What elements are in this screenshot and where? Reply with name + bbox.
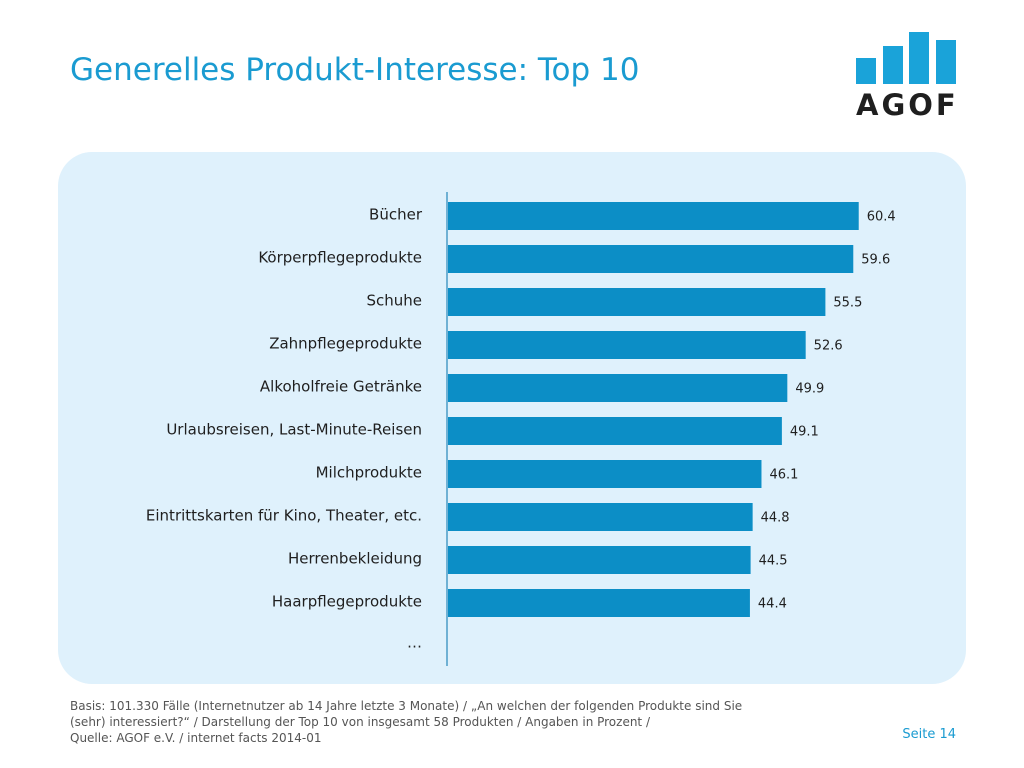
category-label: Alkoholfreie Getränke xyxy=(260,378,422,396)
value-label: 55.5 xyxy=(833,296,862,311)
category-label: Zahnpflegeprodukte xyxy=(269,335,422,353)
value-label: 44.5 xyxy=(759,554,788,569)
logo-bar xyxy=(936,40,956,84)
value-label: 60.4 xyxy=(867,210,896,225)
bar xyxy=(448,546,751,574)
page-number: Seite 14 xyxy=(902,727,956,742)
logo-bar xyxy=(856,58,876,84)
logo-text: AGOF xyxy=(856,88,959,122)
category-label: Herrenbekleidung xyxy=(288,550,422,568)
footnote: Basis: 101.330 Fälle (Internetnutzer ab … xyxy=(70,698,830,746)
category-label: Körperpflegeprodukte xyxy=(258,249,422,267)
value-label: 52.6 xyxy=(814,339,843,354)
category-label: Schuhe xyxy=(366,292,422,310)
bar xyxy=(448,374,788,402)
page-title: Generelles Produkt-Interesse: Top 10 xyxy=(70,52,640,88)
footnote-line: Quelle: AGOF e.V. / internet facts 2014-… xyxy=(70,731,322,745)
agof-logo: AGOF xyxy=(856,24,959,122)
value-label: 44.4 xyxy=(758,597,787,612)
category-label: Haarpflegeprodukte xyxy=(272,593,422,611)
bar xyxy=(448,245,854,273)
value-label: 46.1 xyxy=(769,468,798,483)
bar xyxy=(448,202,859,230)
logo-bar xyxy=(883,46,903,84)
category-label: Milchprodukte xyxy=(316,464,422,482)
footnote-line: Basis: 101.330 Fälle (Internetnutzer ab … xyxy=(70,699,743,713)
footnote-line: (sehr) interessiert?“ / Darstellung der … xyxy=(70,715,650,729)
more-categories-label: … xyxy=(407,634,422,652)
logo-bar xyxy=(909,32,929,84)
value-label: 59.6 xyxy=(861,253,890,268)
value-label: 49.9 xyxy=(795,382,824,397)
category-label: Bücher xyxy=(369,206,423,224)
bar xyxy=(448,503,753,531)
bar-chart: Bücher 60.4 Körperpflegeprodukte 59.6 Schuhe… xyxy=(146,192,896,666)
bar xyxy=(448,331,806,359)
category-label: Urlaubsreisen, Last-Minute-Reisen xyxy=(166,421,422,439)
bar xyxy=(448,288,826,316)
value-label: 44.8 xyxy=(761,511,790,526)
bar xyxy=(448,589,750,617)
value-label: 49.1 xyxy=(790,425,819,440)
bar xyxy=(448,460,762,488)
bar xyxy=(448,417,782,445)
category-label: Eintrittskarten für Kino, Theater, etc. xyxy=(146,507,422,525)
